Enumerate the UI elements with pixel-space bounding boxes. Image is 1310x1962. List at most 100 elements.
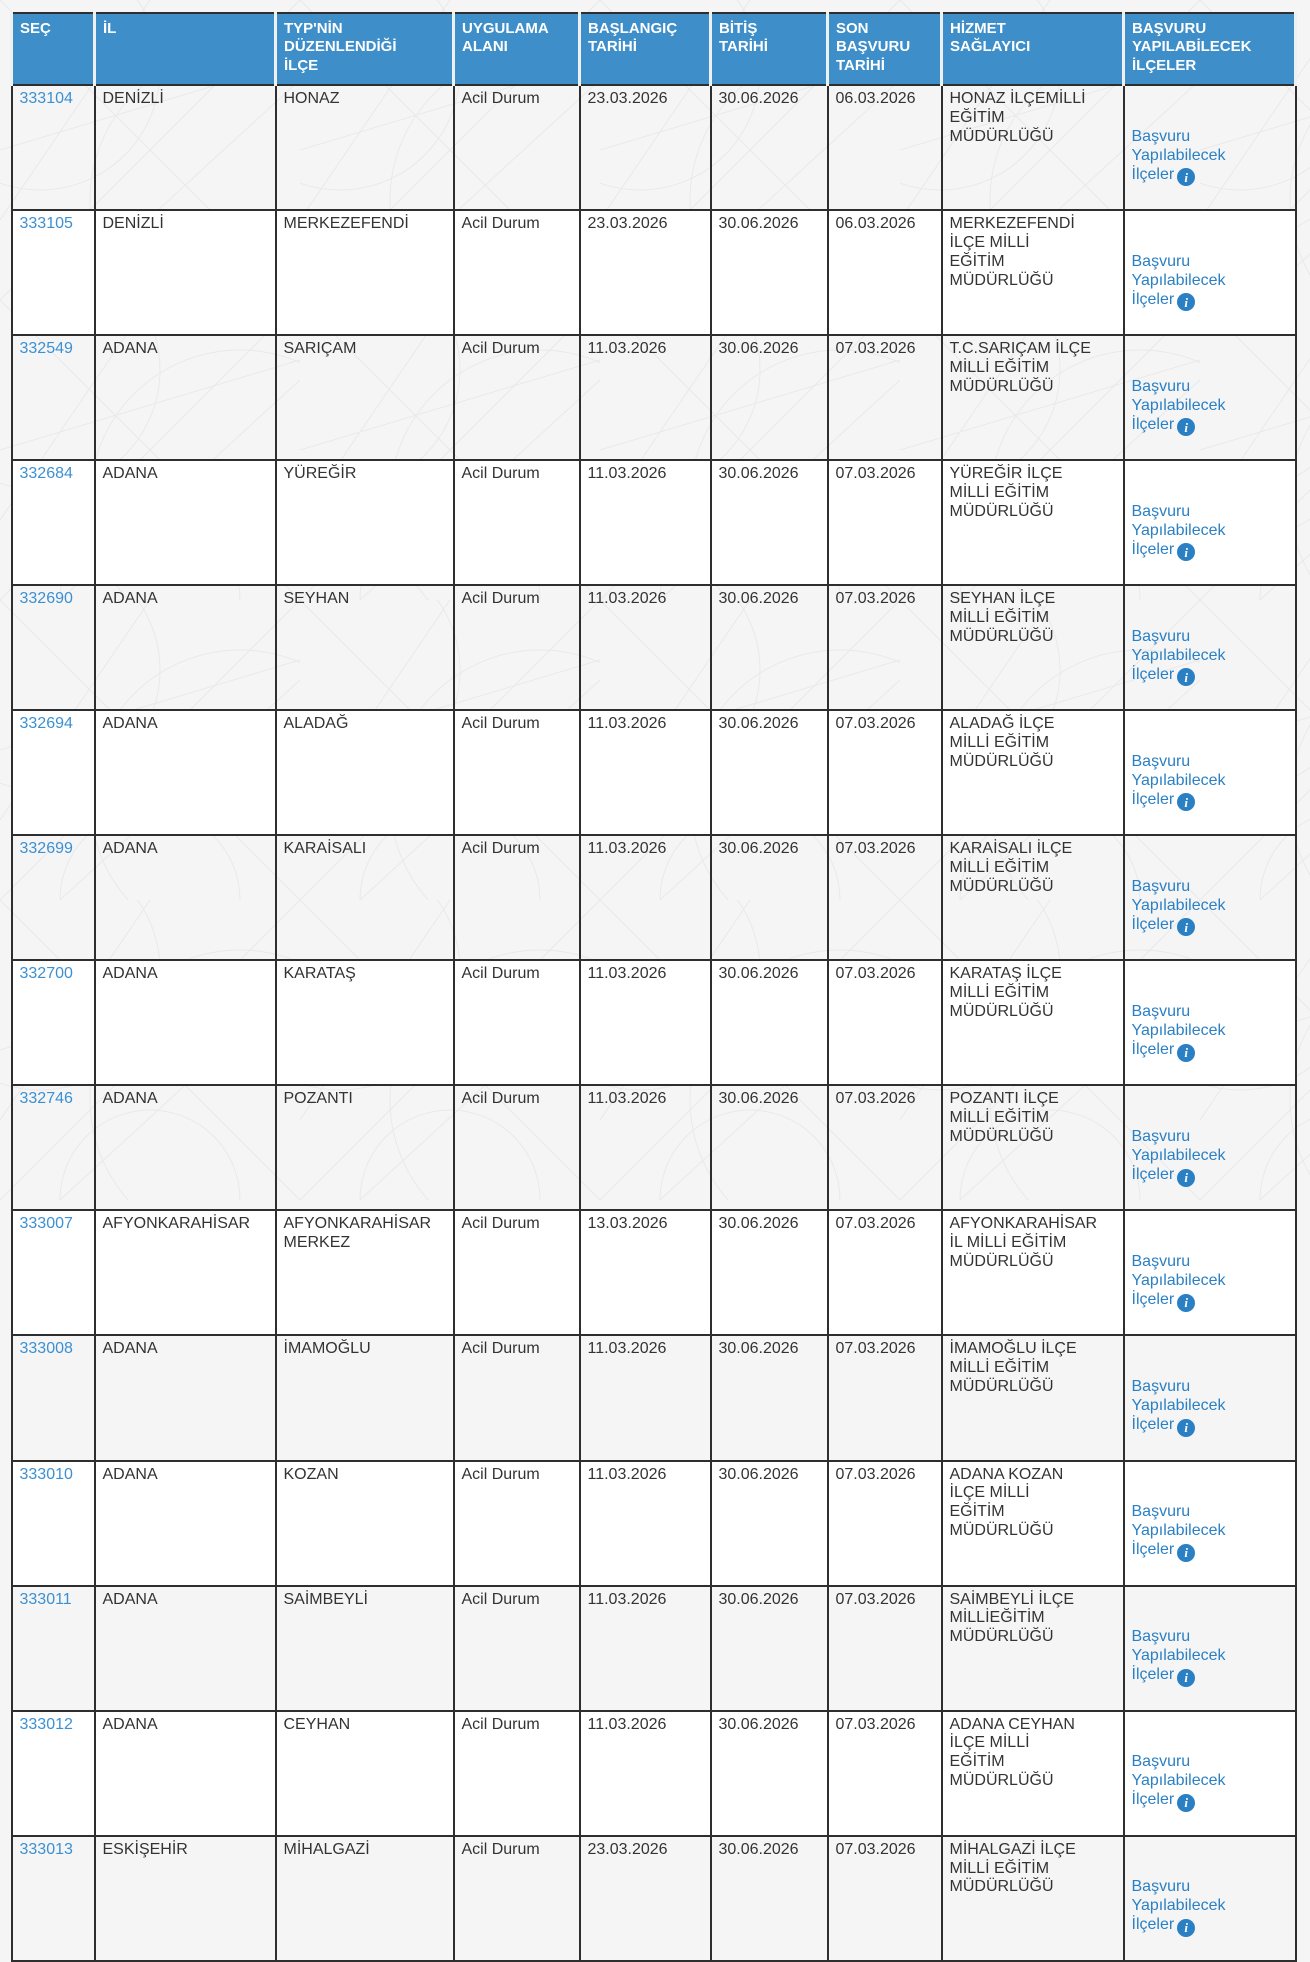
bitis-tarihi-cell: 30.06.2026 xyxy=(709,1709,829,1837)
basvuru-yapilabilecek-ilceler-link[interactable]: Başvuru Yapılabilecek İlçeler i xyxy=(1132,1753,1225,1812)
baslangic-tarihi-cell: 11.03.2026 xyxy=(578,1709,712,1837)
listing-id-link[interactable]: 333012 xyxy=(19,1715,73,1733)
listing-id-link[interactable]: 332699 xyxy=(19,840,73,858)
table-row: 333012 ADANA CEYHAN Acil Durum 11.03.202… xyxy=(10,1709,1297,1837)
listing-id-link[interactable]: 333008 xyxy=(19,1340,73,1358)
table-row: 333008 ADANA İMAMOĞLU Acil Durum 11.03.2… xyxy=(10,1334,1297,1462)
basvuru-yapilabilecek-ilceler-link[interactable]: Başvuru Yapılabilecek İlçeler i xyxy=(1132,503,1225,562)
sec-cell: 333011 xyxy=(10,1584,96,1712)
basvuru-ilceler-cell: Başvuru Yapılabilecek İlçeler i xyxy=(1122,1709,1297,1837)
info-circle-icon[interactable]: i xyxy=(1177,293,1196,312)
bitis-tarihi-cell: 30.06.2026 xyxy=(709,334,829,462)
basvuru-yapilabilecek-ilceler-link[interactable]: Başvuru Yapılabilecek İlçeler i xyxy=(1132,628,1225,687)
table-row: 332694 ADANA ALADAĞ Acil Durum 11.03.202… xyxy=(10,709,1297,837)
listing-id-link[interactable]: 333105 xyxy=(19,215,73,233)
baslangic-tarihi-cell: 11.03.2026 xyxy=(578,334,712,462)
basvuru-ilceler-cell: Başvuru Yapılabilecek İlçeler i xyxy=(1122,1084,1297,1212)
basvuru-yapilabilecek-ilceler-link[interactable]: Başvuru Yapılabilecek İlçeler i xyxy=(1132,128,1225,187)
sec-cell: 332549 xyxy=(10,334,96,462)
bitis-tarihi-cell: 30.06.2026 xyxy=(709,459,829,587)
listing-id-link[interactable]: 332690 xyxy=(19,590,73,608)
basvuru-ilceler-cell: Başvuru Yapılabilecek İlçeler i xyxy=(1122,459,1297,587)
table-row: 332699 ADANA KARAİSALI Acil Durum 11.03.… xyxy=(10,834,1297,962)
info-circle-icon[interactable]: i xyxy=(1177,1418,1196,1437)
listing-id-link[interactable]: 332549 xyxy=(19,340,73,358)
basvuru-yapilabilecek-ilceler-link[interactable]: Başvuru Yapılabilecek İlçeler i xyxy=(1132,1628,1225,1687)
il-cell: ADANA xyxy=(93,584,277,712)
il-cell: AFYONKARAHİSAR xyxy=(93,1209,277,1337)
bitis-tarihi-cell: 30.06.2026 xyxy=(709,209,829,337)
hizmet-saglayici-cell: T.C.SARIÇAM İLÇE MİLLİ EĞİTİM MÜDÜRLÜĞÜ xyxy=(940,334,1125,462)
info-circle-icon[interactable]: i xyxy=(1177,1543,1196,1562)
listing-id-link[interactable]: 333007 xyxy=(19,1215,73,1233)
ilce-cell: YÜREĞİR xyxy=(274,459,455,587)
info-circle-icon[interactable]: i xyxy=(1177,418,1196,437)
info-circle-icon[interactable]: i xyxy=(1177,1668,1196,1687)
info-circle-icon[interactable]: i xyxy=(1177,918,1196,937)
basvuru-yapilabilecek-ilceler-link[interactable]: Başvuru Yapılabilecek İlçeler i xyxy=(1132,253,1225,312)
basvuru-yapilabilecek-ilceler-link[interactable]: Başvuru Yapılabilecek İlçeler i xyxy=(1132,1378,1225,1437)
listing-id-link[interactable]: 333011 xyxy=(19,1590,72,1608)
apply-link-label: Başvuru Yapılabilecek İlçeler xyxy=(1131,377,1226,433)
listing-id-link[interactable]: 333013 xyxy=(19,1840,73,1858)
uygulama-alani-cell: Acil Durum xyxy=(452,1709,581,1837)
ilce-cell: SEYHAN xyxy=(274,584,455,712)
ilce-cell: KARAİSALI xyxy=(274,834,455,962)
info-circle-icon[interactable]: i xyxy=(1177,1168,1196,1187)
son-basvuru-tarihi-cell: 07.03.2026 xyxy=(826,1709,943,1837)
uygulama-alani-cell: Acil Durum xyxy=(452,709,581,837)
info-circle-icon[interactable]: i xyxy=(1177,543,1196,562)
ilce-cell: İMAMOĞLU xyxy=(274,1334,455,1462)
uygulama-alani-cell: Acil Durum xyxy=(452,459,581,587)
listing-id-link[interactable]: 332746 xyxy=(19,1090,73,1108)
il-cell: ADANA xyxy=(93,459,277,587)
table-header-row: SEÇ İL TYP'NİN DÜZENLENDİĞİ İLÇE UYGULAMA A… xyxy=(10,12,1297,86)
info-circle-icon[interactable]: i xyxy=(1177,1293,1196,1312)
table-row: 333013 ESKİŞEHİR MİHALGAZİ Acil Durum 23… xyxy=(10,1834,1297,1962)
listing-id-link[interactable]: 332694 xyxy=(19,715,73,733)
son-basvuru-tarihi-cell: 07.03.2026 xyxy=(826,1834,943,1962)
ilce-cell: MERKEZEFENDİ xyxy=(274,209,455,337)
info-circle-icon[interactable]: i xyxy=(1177,1793,1196,1812)
il-cell: DENİZLİ xyxy=(93,209,277,337)
apply-link-label: Başvuru Yapılabilecek İlçeler xyxy=(1131,752,1226,808)
info-circle-icon[interactable]: i xyxy=(1177,168,1196,187)
basvuru-yapilabilecek-ilceler-link[interactable]: Başvuru Yapılabilecek İlçeler i xyxy=(1132,1503,1225,1562)
basvuru-ilceler-cell: Başvuru Yapılabilecek İlçeler i xyxy=(1122,1584,1297,1712)
uygulama-alani-cell: Acil Durum xyxy=(452,1084,581,1212)
basvuru-yapilabilecek-ilceler-link[interactable]: Başvuru Yapılabilecek İlçeler i xyxy=(1131,878,1226,937)
bitis-tarihi-cell: 30.06.2026 xyxy=(709,1084,829,1212)
basvuru-yapilabilecek-ilceler-link[interactable]: Başvuru Yapılabilecek İlçeler i xyxy=(1131,752,1226,812)
listing-id-link[interactable]: 333104 xyxy=(19,90,73,107)
basvuru-ilceler-cell: Başvuru Yapılabilecek İlçeler i xyxy=(1122,709,1297,837)
hizmet-saglayici-cell: POZANTI İLÇE MİLLİ EĞİTİM MÜDÜRLÜĞÜ xyxy=(940,1084,1125,1212)
info-circle-icon[interactable]: i xyxy=(1177,1043,1196,1062)
info-circle-icon[interactable]: i xyxy=(1177,793,1196,812)
il-cell: ADANA xyxy=(93,1709,277,1837)
info-circle-icon[interactable]: i xyxy=(1177,1918,1196,1937)
son-basvuru-tarihi-cell: 07.03.2026 xyxy=(826,1209,943,1337)
listing-id-link[interactable]: 332700 xyxy=(19,965,73,983)
sec-cell: 333010 xyxy=(10,1459,96,1587)
hizmet-saglayici-cell: AFYONKARAHİSAR İL MİLLİ EĞİTİM MÜDÜRLÜĞÜ xyxy=(940,1209,1125,1337)
listing-id-link[interactable]: 332684 xyxy=(19,465,73,483)
basvuru-yapilabilecek-ilceler-link[interactable]: Başvuru Yapılabilecek İlçeler i xyxy=(1132,1128,1225,1187)
basvuru-yapilabilecek-ilceler-link[interactable]: Başvuru Yapılabilecek İlçeler i xyxy=(1132,1253,1225,1312)
basvuru-ilceler-cell: Başvuru Yapılabilecek İlçeler i xyxy=(1122,584,1297,712)
listing-id-link[interactable]: 333010 xyxy=(19,1465,73,1483)
baslangic-tarihi-cell: 11.03.2026 xyxy=(578,1584,712,1712)
apply-link-label: Başvuru Yapılabilecek İlçeler xyxy=(1131,878,1226,933)
uygulama-alani-cell: Acil Durum xyxy=(452,1334,581,1462)
basvuru-ilceler-cell: Başvuru Yapılabilecek İlçeler i xyxy=(1122,1834,1297,1962)
basvuru-yapilabilecek-ilceler-link[interactable]: Başvuru Yapılabilecek İlçeler i xyxy=(1132,1003,1225,1062)
basvuru-yapilabilecek-ilceler-link[interactable]: Başvuru Yapılabilecek İlçeler i xyxy=(1132,1878,1225,1937)
il-cell: ADANA xyxy=(93,334,277,462)
info-circle-icon[interactable]: i xyxy=(1177,668,1196,687)
column-header: HİZMET SAĞLAYICI xyxy=(940,12,1125,86)
basvuru-yapilabilecek-ilceler-link[interactable]: Başvuru Yapılabilecek İlçeler i xyxy=(1131,377,1226,437)
baslangic-tarihi-cell: 11.03.2026 xyxy=(578,1459,712,1587)
bitis-tarihi-cell: 30.06.2026 xyxy=(709,834,829,962)
uygulama-alani-cell: Acil Durum xyxy=(452,959,581,1087)
il-cell: DENİZLİ xyxy=(93,83,277,212)
column-header: BİTİŞ TARİHİ xyxy=(709,12,829,86)
